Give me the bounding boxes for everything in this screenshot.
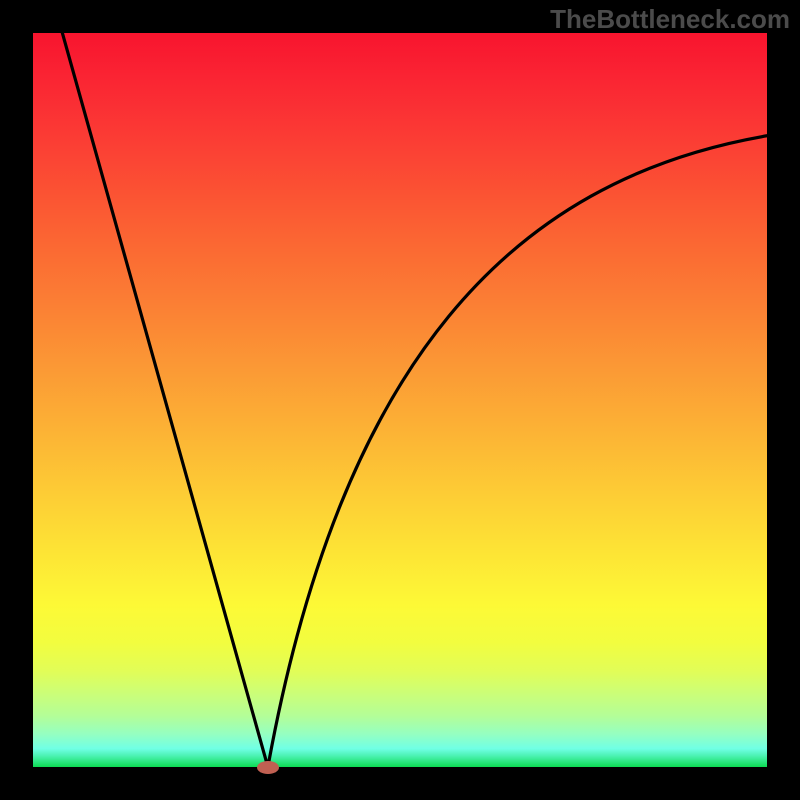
curve-minimum-marker bbox=[257, 761, 279, 774]
bottleneck-curve bbox=[33, 33, 767, 767]
plot-area bbox=[33, 33, 767, 767]
chart-container: TheBottleneck.com bbox=[0, 0, 800, 800]
bottleneck-curve-path bbox=[62, 33, 767, 767]
watermark-text: TheBottleneck.com bbox=[550, 4, 790, 35]
